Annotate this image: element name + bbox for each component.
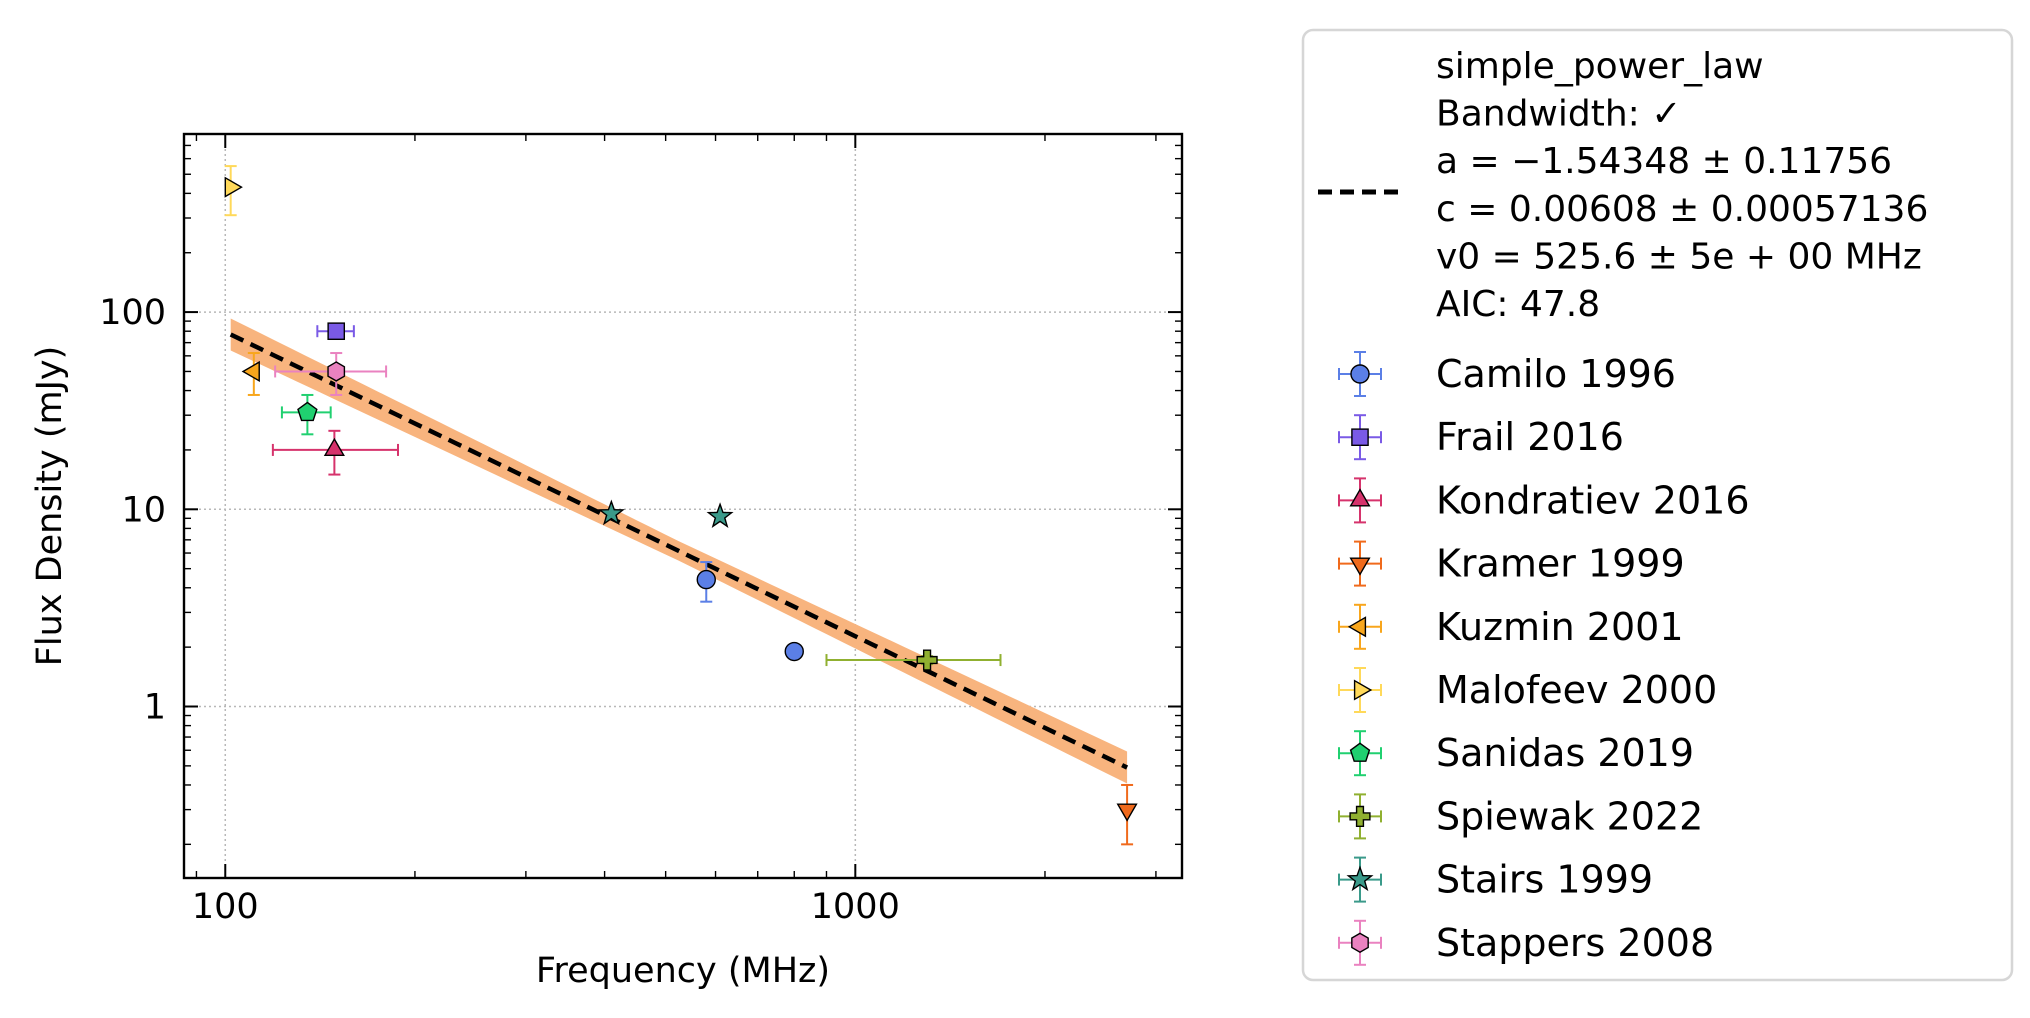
- legend-marker-malofeev-2000: [1353, 679, 1373, 701]
- legend-marker-kondratiev-2016: [1349, 488, 1371, 507]
- data-point-kramer-1999: [1116, 803, 1138, 822]
- legend-label-kondratiev-2016: Kondratiev 2016: [1436, 478, 1750, 522]
- ticks: 100 1000 1 10 100: [99, 133, 1182, 927]
- legend-label-frail-2016: Frail 2016: [1436, 415, 1624, 459]
- data-point-kuzmin-2001: [241, 360, 260, 383]
- legend: simple_power_law Bandwidth: ✓ a = −1.54348…: [1301, 28, 2014, 982]
- legend-marker-sanidas-2019: [1349, 742, 1371, 762]
- data-point-kondratiev-2016: [323, 437, 345, 457]
- legend-box: [1301, 28, 2014, 982]
- legend-label-stairs-1999: Stairs 1999: [1436, 858, 1653, 902]
- grid-lines: [184, 134, 1182, 878]
- plot-frame: [182, 132, 1184, 880]
- legend-fit-label-line: Bandwidth: ✓: [1436, 94, 1681, 135]
- legend-marker-stappers-2008: [1351, 932, 1369, 954]
- legend-marker-spiewak-2022: [1349, 805, 1371, 827]
- fit-line: [229, 332, 1129, 770]
- legend-label-sanidas-2019: Sanidas 2019: [1436, 731, 1694, 775]
- legend-fit-label-line: v0 = 525.6 ± 5e + 00 MHz: [1436, 236, 1922, 277]
- y-tick-label: 1: [144, 687, 166, 727]
- data-point-stairs-1999: [597, 499, 625, 526]
- fit-line-layer: [229, 332, 1129, 770]
- data-point-layer: [224, 176, 1138, 822]
- legend-label-camilo-1996: Camilo 1996: [1436, 352, 1676, 396]
- errorbar-layer: [224, 165, 1134, 846]
- data-point-camilo-1996: [784, 641, 804, 662]
- legend-fit-label-line: c = 0.00608 ± 0.00057136: [1436, 189, 1928, 230]
- data-point-stappers-2008: [327, 361, 346, 382]
- data-point-spiewak-2022: [916, 649, 938, 671]
- data-point-stairs-1999: [706, 502, 734, 528]
- data-point-camilo-1996: [696, 569, 716, 590]
- data-point-frail-2016: [327, 322, 346, 341]
- legend-fit-label-line: a = −1.54348 ± 0.11756: [1436, 141, 1892, 182]
- legend-label-spiewak-2022: Spiewak 2022: [1436, 794, 1703, 838]
- legend-marker-kramer-1999: [1349, 557, 1371, 576]
- axes: [182, 132, 1184, 880]
- legend-marker-frail-2016: [1351, 428, 1369, 447]
- legend-label-stappers-2008: Stappers 2008: [1436, 921, 1714, 965]
- legend-label-malofeev-2000: Malofeev 2000: [1436, 668, 1717, 712]
- legend-label-kuzmin-2001: Kuzmin 2001: [1436, 605, 1684, 649]
- legend-label-kramer-1999: Kramer 1999: [1436, 542, 1685, 586]
- legend-series-entries: Camilo 1996 Frail 2016 Kondratiev 2016 Kram…: [1338, 351, 1750, 966]
- legend-marker-camilo-1996: [1350, 364, 1370, 384]
- x-tick-label: 1000: [811, 887, 900, 927]
- data-point-sanidas-2019: [297, 401, 318, 422]
- y-tick-label: 100: [99, 293, 166, 333]
- y-axis-label: Flux Density (mJy): [30, 346, 70, 667]
- legend-fit-label-line: AIC: 47.8: [1436, 284, 1600, 325]
- legend-fit-entry: simple_power_law Bandwidth: ✓ a = −1.54348…: [1318, 46, 1928, 325]
- legend-fit-label-line: simple_power_law: [1436, 46, 1764, 87]
- legend-marker-kuzmin-2001: [1347, 616, 1367, 638]
- x-tick-label: 100: [192, 887, 259, 927]
- data-point-malofeev-2000: [224, 176, 243, 198]
- x-axis-label: Frequency (MHz): [536, 951, 830, 991]
- legend-marker-stairs-1999: [1346, 865, 1374, 892]
- y-tick-label: 10: [121, 490, 166, 530]
